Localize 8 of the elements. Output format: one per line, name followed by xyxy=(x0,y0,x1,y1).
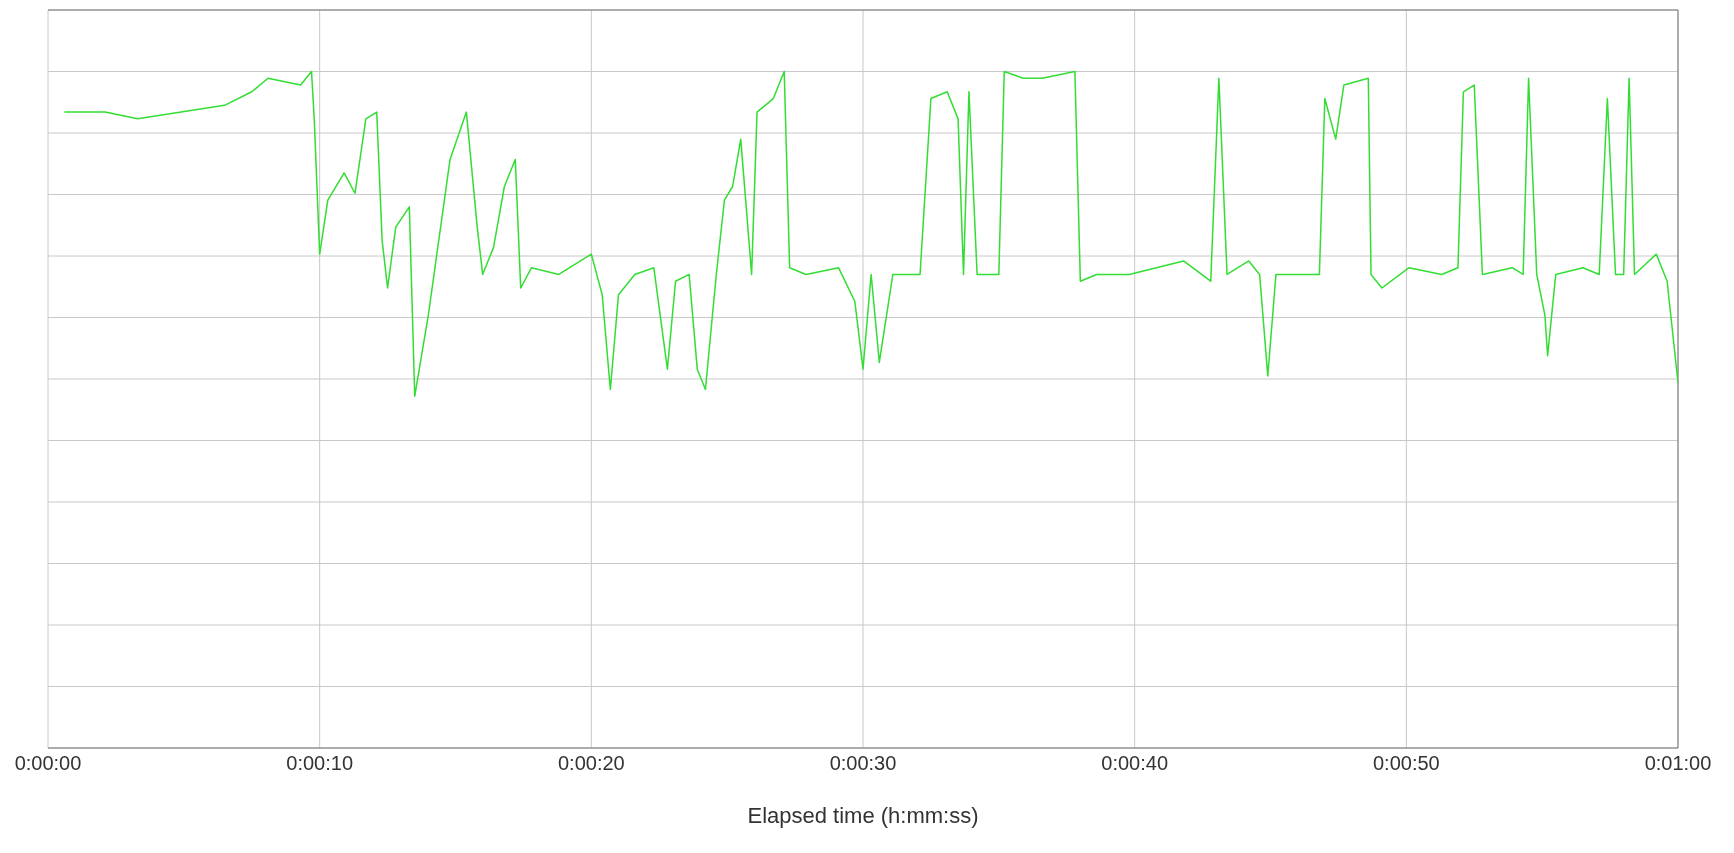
x-tick-label: 0:00:40 xyxy=(1101,752,1169,775)
x-tick-label: 0:00:10 xyxy=(286,752,354,775)
x-tick-label: 0:00:20 xyxy=(557,752,625,775)
x-axis-title: Elapsed time (h:mm:ss) xyxy=(747,803,979,828)
x-tick-label: 0:00:00 xyxy=(14,752,82,775)
x-tick-label: 0:01:00 xyxy=(1644,752,1712,775)
x-tick-label: 0:00:30 xyxy=(829,752,897,775)
x-tick-label: 0:00:50 xyxy=(1372,752,1440,775)
